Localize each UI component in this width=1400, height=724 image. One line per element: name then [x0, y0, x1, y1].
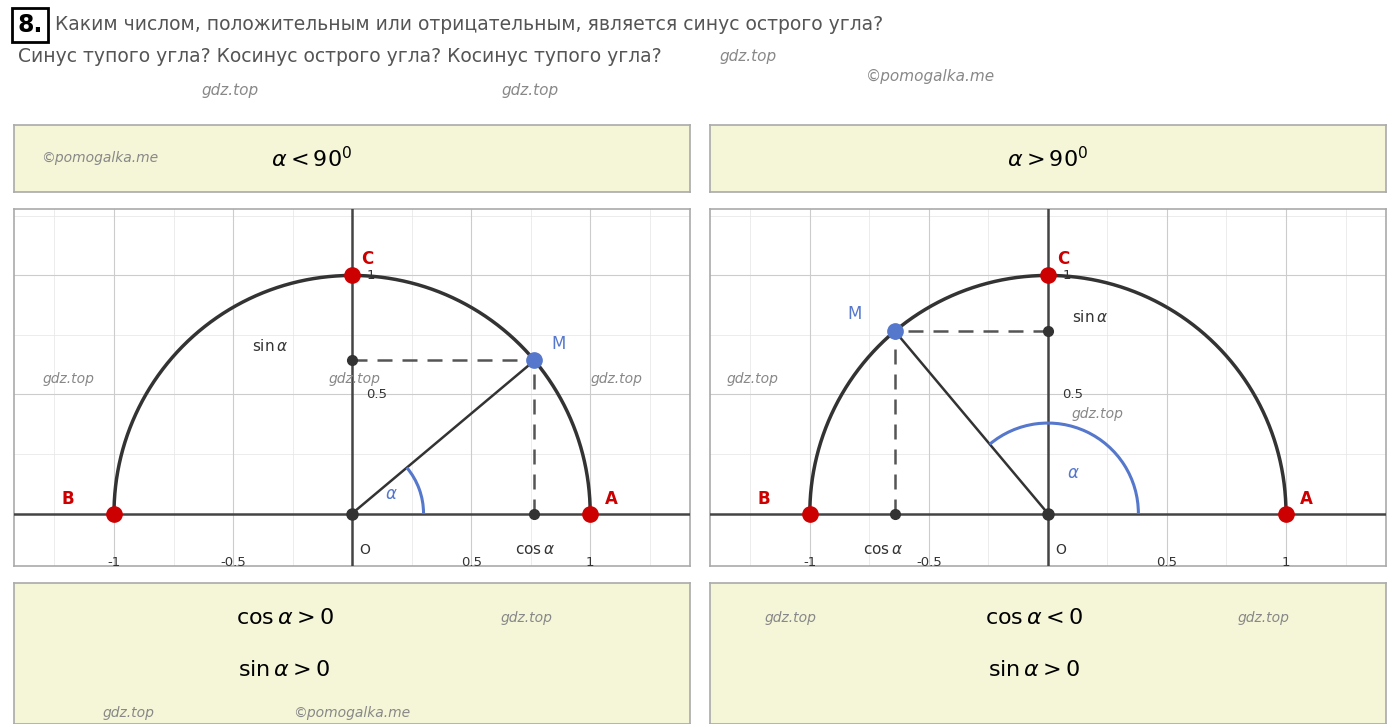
Text: $\alpha < 90^0$: $\alpha < 90^0$: [272, 146, 353, 171]
Text: gdz.top: gdz.top: [764, 611, 816, 625]
Text: 0.5: 0.5: [1156, 556, 1177, 569]
Text: -1: -1: [108, 556, 120, 569]
Text: $\cos\alpha < 0$: $\cos\alpha < 0$: [986, 608, 1084, 628]
Text: ©pomogalka.me: ©pomogalka.me: [41, 151, 158, 165]
Text: $\sin\alpha > 0$: $\sin\alpha > 0$: [238, 660, 330, 681]
Text: O: O: [1056, 543, 1065, 557]
Text: C: C: [1057, 250, 1070, 268]
Bar: [13, 8, 48, 42]
Text: ©pomogalka.me: ©pomogalka.me: [865, 69, 994, 83]
Text: gdz.top: gdz.top: [328, 371, 381, 386]
Text: $\alpha$: $\alpha$: [385, 485, 398, 503]
Text: 1: 1: [1063, 269, 1071, 282]
Text: 0.5: 0.5: [367, 388, 388, 401]
Text: C: C: [361, 250, 374, 268]
Text: $\alpha > 90^0$: $\alpha > 90^0$: [1007, 146, 1089, 171]
Text: M: M: [552, 334, 566, 353]
Text: -0.5: -0.5: [916, 556, 942, 569]
Text: Синус тупого угла? Косинус острого угла? Косинус тупого угла?: Синус тупого угла? Косинус острого угла?…: [18, 48, 662, 67]
Text: B: B: [62, 490, 74, 508]
Text: ©pomogalka.me: ©pomogalka.me: [294, 706, 410, 720]
Text: Каким числом, положительным или отрицательным, является синус острого угла?: Каким числом, положительным или отрицате…: [55, 15, 883, 35]
Text: gdz.top: gdz.top: [501, 83, 559, 98]
Text: A: A: [605, 490, 617, 508]
Text: gdz.top: gdz.top: [720, 49, 777, 64]
Text: $\cos\alpha$: $\cos\alpha$: [515, 542, 554, 557]
Text: gdz.top: gdz.top: [727, 371, 778, 386]
Text: 1: 1: [1282, 556, 1291, 569]
Text: gdz.top: gdz.top: [591, 371, 643, 386]
Text: -1: -1: [804, 556, 816, 569]
Text: $\sin\alpha$: $\sin\alpha$: [252, 338, 288, 354]
Text: 0.5: 0.5: [461, 556, 482, 569]
Text: $\cos\alpha > 0$: $\cos\alpha > 0$: [235, 608, 333, 628]
Text: 0.5: 0.5: [1063, 388, 1084, 401]
Text: gdz.top: gdz.top: [42, 371, 94, 386]
Text: A: A: [1301, 490, 1313, 508]
Text: 1: 1: [367, 269, 375, 282]
Text: $\cos\alpha$: $\cos\alpha$: [862, 542, 903, 557]
Text: 1: 1: [587, 556, 595, 569]
Text: gdz.top: gdz.top: [1238, 611, 1289, 625]
Text: 8.: 8.: [17, 13, 42, 37]
Text: B: B: [757, 490, 770, 508]
Text: $\sin\alpha > 0$: $\sin\alpha > 0$: [988, 660, 1081, 681]
Text: $\sin\alpha$: $\sin\alpha$: [1072, 308, 1107, 324]
Text: $\alpha$: $\alpha$: [1067, 464, 1079, 481]
Text: gdz.top: gdz.top: [1072, 408, 1124, 421]
Text: gdz.top: gdz.top: [501, 611, 553, 625]
Text: O: O: [360, 543, 370, 557]
Text: gdz.top: gdz.top: [104, 706, 155, 720]
Text: M: M: [847, 306, 861, 323]
Text: gdz.top: gdz.top: [202, 83, 259, 98]
Text: -0.5: -0.5: [220, 556, 246, 569]
